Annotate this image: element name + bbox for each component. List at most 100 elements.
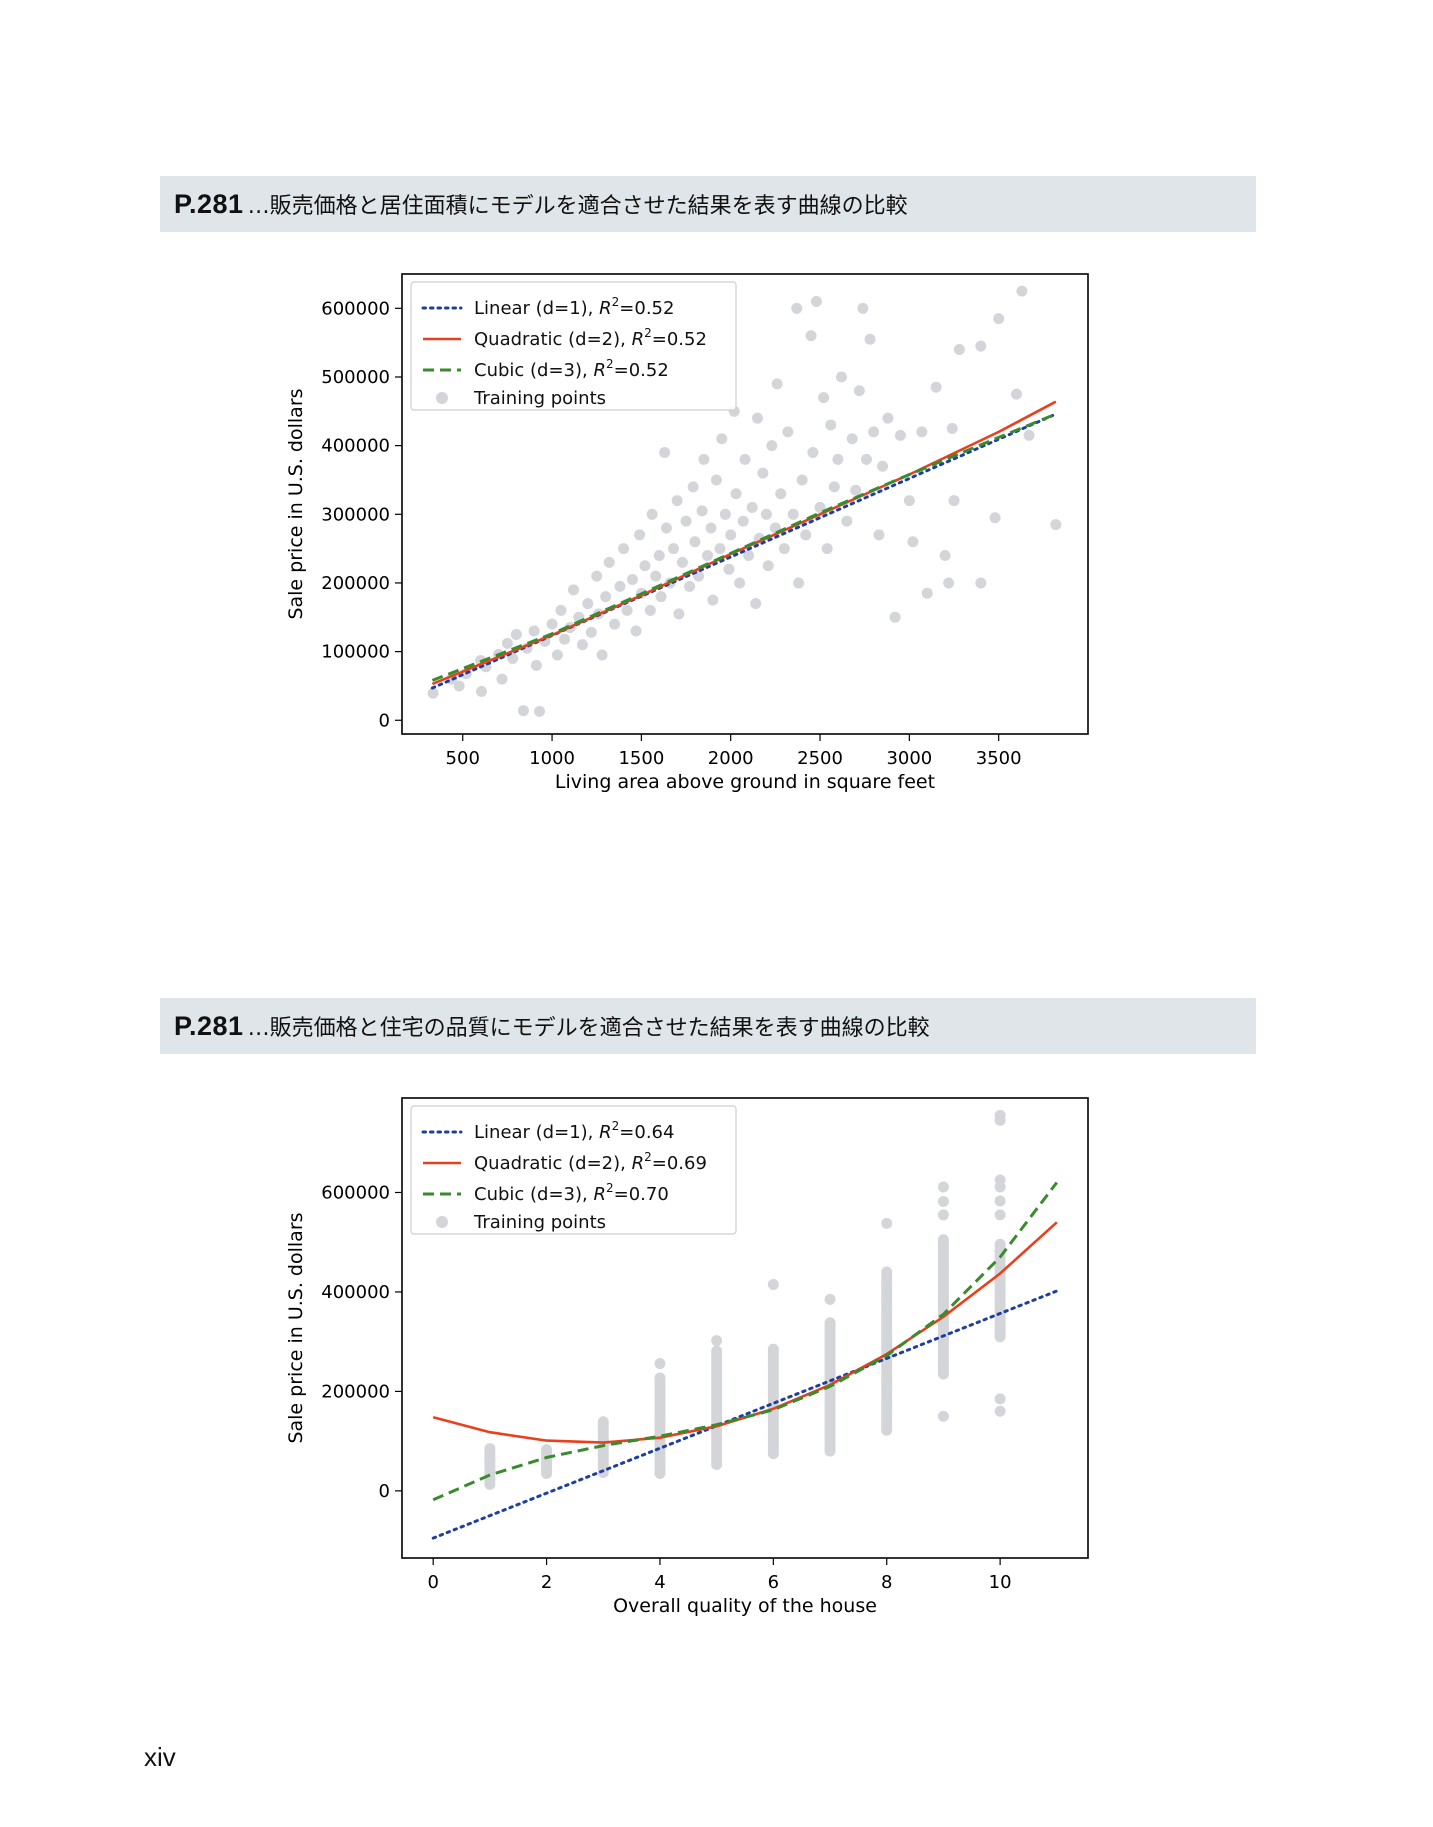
training-point	[889, 611, 901, 623]
training-point	[660, 522, 672, 534]
legend-r2-exponent: 2	[612, 295, 620, 309]
training-point	[517, 705, 529, 717]
cubic-fit-line	[432, 1181, 1058, 1502]
training-point	[568, 584, 579, 596]
y-axis: 0 100000 200000 300000 400000 500000 600000	[321, 298, 402, 731]
chart-living-area: 500 1000 1500 2000 2500 3000 3500 0 100000 20000…	[285, 273, 1089, 793]
training-point	[825, 419, 837, 431]
training-point	[639, 560, 651, 572]
y-axis-label: Sale price in U.S. dollars	[285, 1212, 307, 1443]
training-point	[684, 580, 696, 592]
training-point	[853, 385, 865, 397]
training-point	[510, 628, 522, 640]
x-tick-label: 2	[541, 1572, 552, 1593]
training-point	[857, 302, 869, 314]
y-tick-label: 200000	[321, 1381, 390, 1402]
legend-r2-prefix: ,	[620, 329, 631, 350]
training-point	[698, 453, 710, 465]
training-point	[994, 1195, 1006, 1207]
training-point	[841, 515, 853, 527]
training-point	[746, 501, 758, 513]
legend-label: Quadratic (d=2), R2=0.69	[474, 1150, 707, 1174]
training-point	[582, 598, 594, 610]
training-point	[600, 591, 612, 603]
x-axis-label: Overall quality of the house	[613, 1595, 877, 1617]
training-point	[750, 598, 762, 610]
training-point	[894, 429, 906, 441]
training-point	[534, 705, 546, 717]
training-point	[948, 495, 960, 507]
training-point	[673, 608, 685, 620]
legend-r2-equals: =	[619, 298, 634, 319]
legend-r2-exponent: 2	[606, 1181, 614, 1195]
training-point	[937, 1410, 949, 1422]
training-point	[711, 1345, 723, 1357]
x-tick-label: 0	[427, 1572, 438, 1593]
training-point	[937, 1209, 949, 1221]
training-point	[824, 1293, 836, 1305]
training-point	[793, 577, 805, 589]
training-point	[864, 333, 876, 345]
training-point	[653, 549, 665, 561]
section-banner: P.281 …販売価格と居住面積にモデルを適合させた結果を表す曲線の比較	[160, 176, 1256, 232]
training-point	[730, 488, 742, 500]
chart-overall-quality: 0 2 4 6 8 10 0 200000 400000 600000 Overall qual…	[285, 1097, 1089, 1617]
x-tick-label: 3500	[976, 748, 1022, 769]
training-point	[921, 587, 933, 599]
training-point	[767, 1343, 779, 1355]
y-tick-label: 400000	[321, 1282, 390, 1303]
training-point	[994, 1174, 1006, 1186]
training-point	[937, 1195, 949, 1207]
training-point	[993, 313, 1005, 325]
legend-r2-equals: =	[614, 360, 629, 381]
training-point	[778, 543, 790, 555]
section-caption: …販売価格と居住面積にモデルを適合させた結果を表す曲線の比較	[247, 194, 908, 219]
training-point	[850, 484, 862, 496]
training-point	[596, 649, 608, 661]
training-point	[634, 529, 646, 541]
legend-r2-exponent: 2	[644, 326, 652, 340]
legend-r2-value: 0.69	[667, 1153, 707, 1174]
training-point	[710, 474, 722, 486]
legend-box	[410, 281, 737, 411]
legend-r2-symbol: R	[632, 1153, 645, 1174]
training-point	[701, 549, 713, 561]
training-point	[882, 412, 894, 424]
training-point	[937, 1234, 949, 1246]
legend-r2-prefix: ,	[582, 1184, 593, 1205]
training-point	[800, 529, 812, 541]
training-point	[805, 330, 817, 342]
y-tick-label: 0	[379, 710, 390, 731]
training-point	[782, 426, 794, 438]
training-point	[766, 440, 778, 452]
training-point	[654, 1372, 666, 1384]
training-point	[716, 433, 728, 445]
training-point	[791, 302, 803, 314]
training-point	[916, 426, 928, 438]
training-point	[644, 604, 656, 616]
training-point	[427, 687, 439, 699]
training-point	[576, 639, 588, 651]
y-tick-label: 600000	[321, 298, 390, 319]
training-point	[846, 433, 858, 445]
legend-r2-value: 0.52	[667, 329, 707, 350]
legend-r2-exponent: 2	[644, 1150, 652, 1164]
legend-point-swatch	[436, 1216, 448, 1228]
legend-r2-prefix: ,	[588, 298, 599, 319]
training-point	[1023, 429, 1035, 441]
training-point	[734, 577, 746, 589]
training-point	[877, 460, 889, 472]
training-point	[676, 556, 688, 568]
legend-r2-equals: =	[652, 1153, 667, 1174]
training-point	[668, 543, 680, 555]
training-point	[760, 508, 772, 520]
y-tick-label: 400000	[321, 436, 390, 457]
training-point	[868, 426, 880, 438]
legend-r2-exponent: 2	[612, 1119, 620, 1133]
legend-r2-prefix: ,	[588, 1122, 599, 1143]
training-point	[907, 536, 919, 548]
training-point	[528, 625, 540, 637]
training-point	[873, 529, 885, 541]
legend-r2-equals: =	[614, 1184, 629, 1205]
